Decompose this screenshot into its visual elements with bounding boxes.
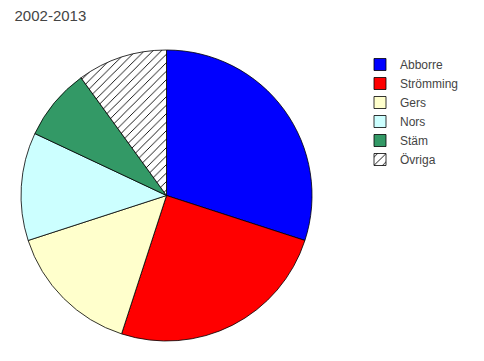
svg-text:Abborre: Abborre (400, 58, 443, 72)
svg-text:Strömming: Strömming (400, 77, 458, 91)
svg-text:Övriga: Övriga (400, 153, 436, 167)
svg-text:Gers: Gers (400, 96, 426, 110)
svg-text:2002-2013: 2002-2013 (15, 7, 87, 24)
svg-text:Stäm: Stäm (400, 134, 428, 148)
svg-text:Nors: Nors (400, 115, 425, 129)
